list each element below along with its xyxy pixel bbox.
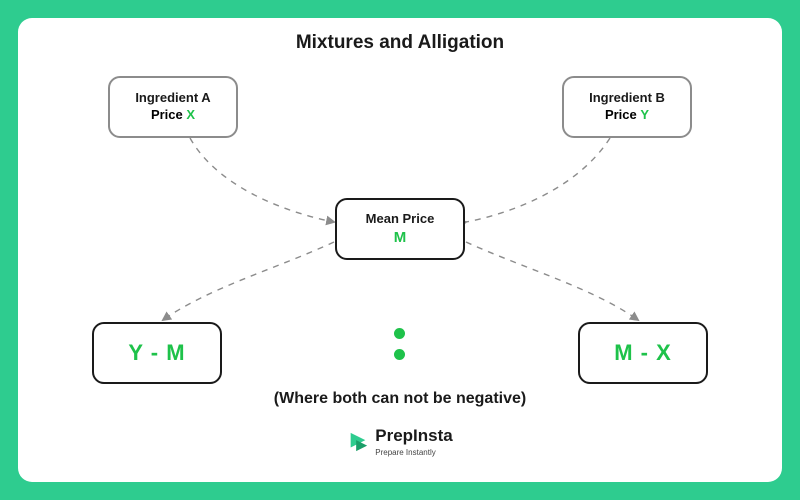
diagram-title: Mixtures and Alligation: [18, 32, 782, 54]
diagram-card: Mixtures and Alligation Ingredient A Pri…: [18, 18, 782, 482]
accent-frame: Mixtures and Alligation Ingredient A Pri…: [0, 0, 800, 500]
node-result-left-expr: Y - M: [128, 339, 185, 368]
dot-icon: [394, 328, 405, 339]
brand-logo-icon: [347, 431, 369, 453]
node-ingredient-b-price: Price Y: [605, 107, 649, 124]
node-mean-label: Mean Price: [366, 211, 435, 228]
node-ingredient-b-label: Ingredient B: [589, 90, 665, 107]
node-mean-var: M: [394, 228, 407, 248]
node-ingredient-a: Ingredient A Price X: [108, 76, 238, 138]
ratio-colon-icon: [394, 328, 405, 360]
brand-badge: PrepInsta Prepare Instantly: [18, 426, 782, 457]
node-mean-price: Mean Price M: [335, 198, 465, 260]
brand-sub: Prepare Instantly: [375, 448, 452, 457]
node-result-left: Y - M: [92, 322, 222, 384]
dot-icon: [394, 349, 405, 360]
node-ingredient-b: Ingredient B Price Y: [562, 76, 692, 138]
brand-text: PrepInsta Prepare Instantly: [375, 426, 452, 457]
node-result-right-expr: M - X: [614, 339, 672, 368]
node-ingredient-a-price: Price X: [151, 107, 195, 124]
node-ingredient-a-label: Ingredient A: [135, 90, 210, 107]
node-result-right: M - X: [578, 322, 708, 384]
brand-name: PrepInsta: [375, 426, 452, 446]
footnote-text: (Where both can not be negative): [18, 390, 782, 408]
